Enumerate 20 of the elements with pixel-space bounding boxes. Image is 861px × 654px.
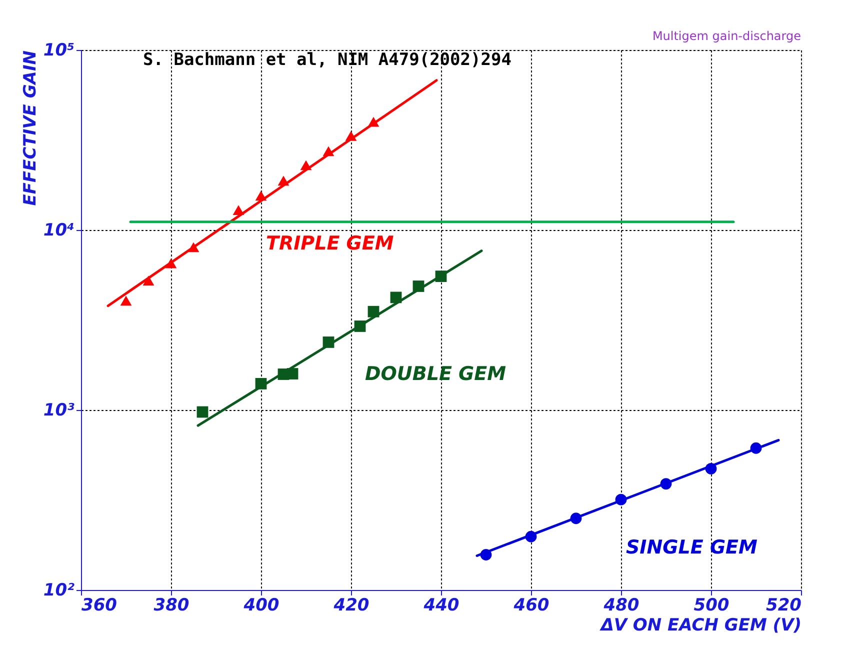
- x-tick-label: 460: [512, 596, 550, 616]
- y-tick-label: 10⁴: [43, 220, 74, 240]
- x-tick-label: 400: [242, 596, 280, 616]
- series-label: SINGLE GEM: [626, 536, 758, 559]
- y-tick-label: 10²: [43, 580, 76, 600]
- x-tick-label: 520: [766, 596, 802, 616]
- x-tick-label: 440: [422, 596, 460, 616]
- x-tick-label: 480: [602, 596, 640, 616]
- y-axis-title: EFFECTIVE GAIN: [20, 50, 40, 206]
- y-tick-label: 10⁵: [43, 40, 74, 60]
- series-label: TRIPLE GEM: [266, 232, 394, 255]
- y-tick-label: 10³: [43, 400, 76, 420]
- x-axis-title: ΔV ON EACH GEM (V): [598, 616, 802, 636]
- annotation: S. Bachmann et al, NIM A479(2002)294: [143, 50, 512, 70]
- x-tick-label: 420: [332, 596, 370, 616]
- x-tick-label: 380: [154, 596, 190, 616]
- series-label: DOUBLE GEM: [365, 363, 506, 386]
- text: Multigem gain-discharge: [652, 29, 801, 43]
- x-tick-label: 500: [694, 596, 730, 616]
- x-tick-label: 360: [82, 596, 118, 616]
